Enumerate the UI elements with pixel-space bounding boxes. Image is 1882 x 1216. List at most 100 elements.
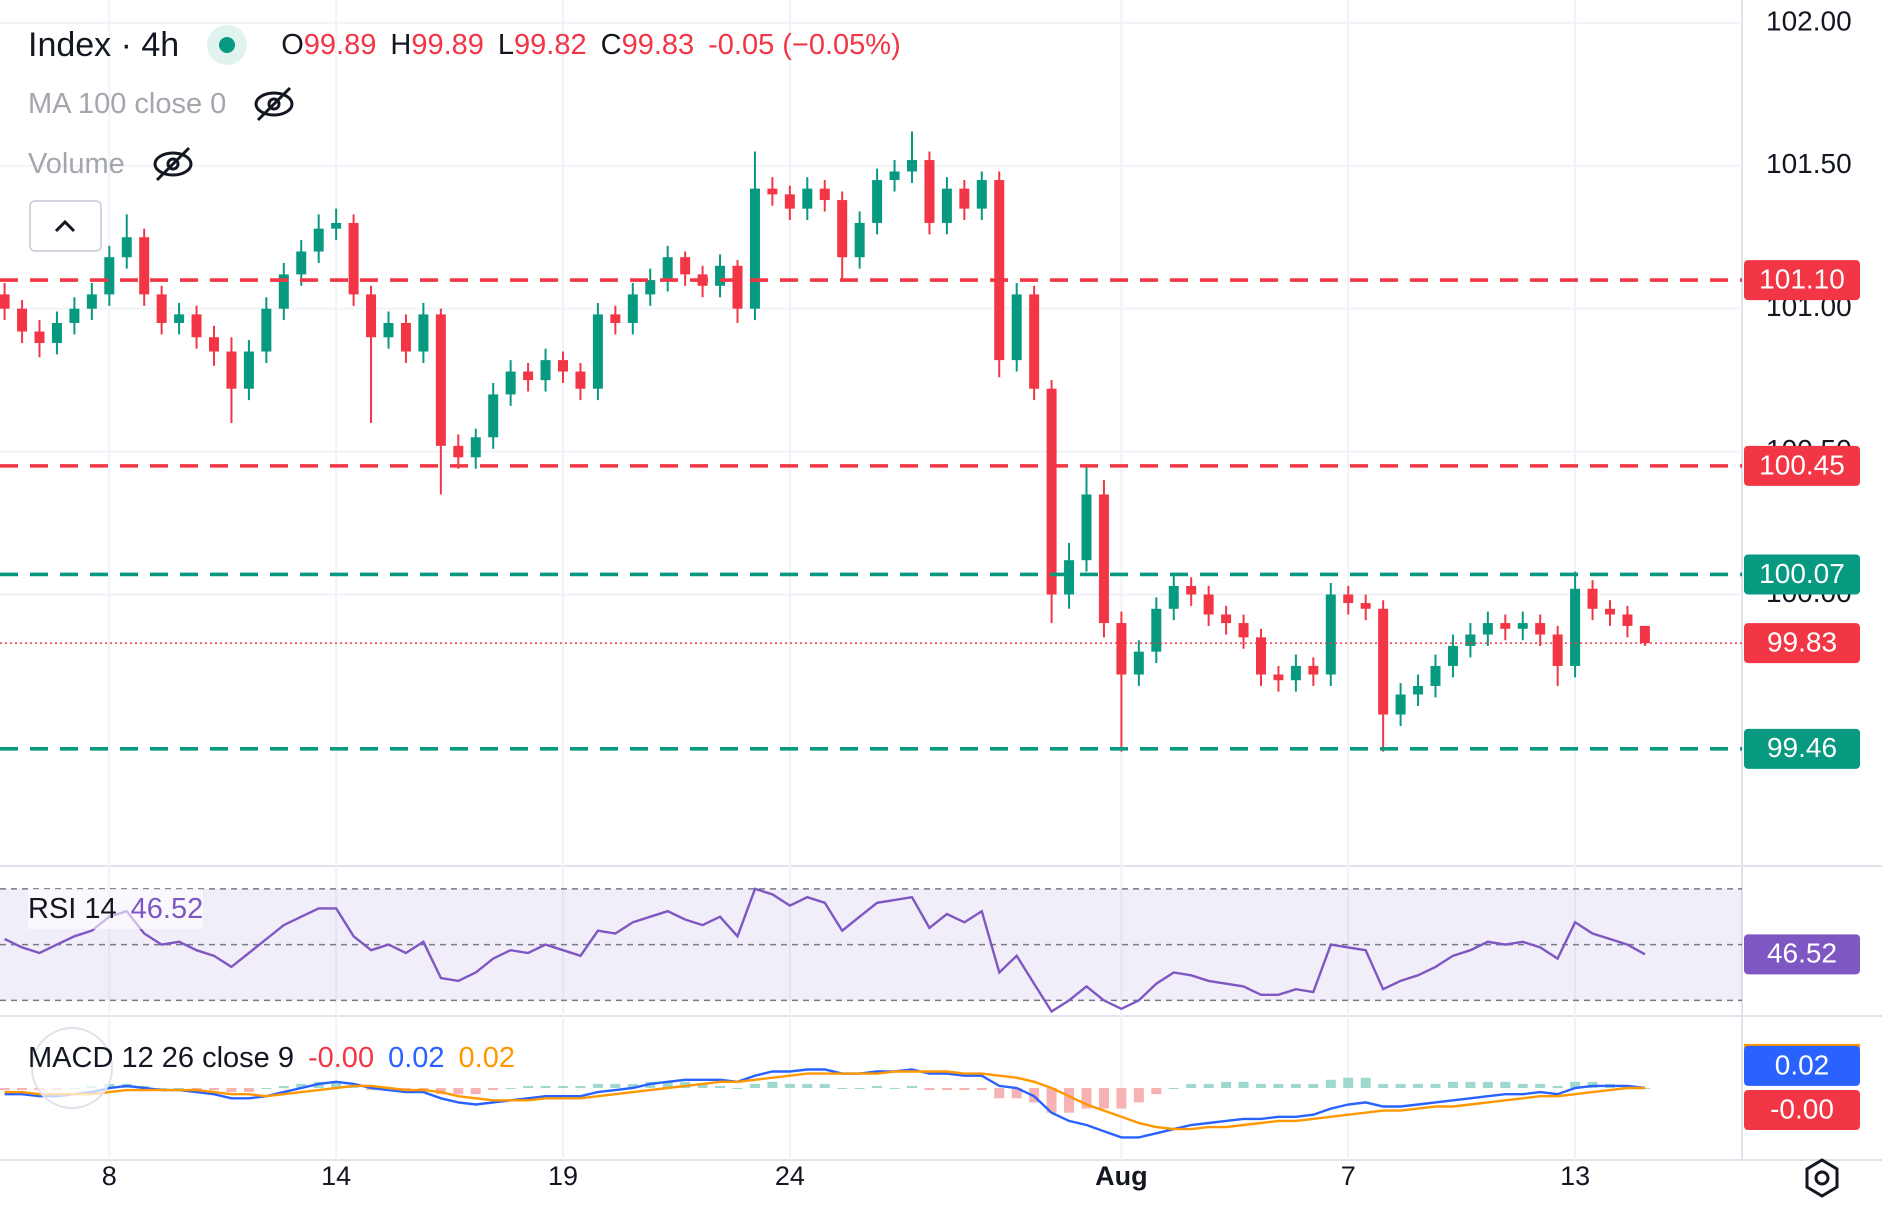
ohlc-key: L <box>497 28 515 61</box>
candle-body <box>1133 651 1144 675</box>
macd-hist-bar <box>1081 1088 1092 1109</box>
rsi-line <box>4 887 1646 1014</box>
candle-body <box>104 257 115 295</box>
candle-body <box>1343 594 1354 604</box>
candle-body <box>1500 623 1511 629</box>
candle-body <box>278 274 289 309</box>
candle-body <box>313 228 324 252</box>
level-badge: 100.45 <box>1744 445 1860 486</box>
macd-hist-bar <box>1011 1088 1022 1099</box>
hidden-icon[interactable] <box>149 144 199 184</box>
candle-body <box>17 308 28 332</box>
macd-badge-text: 0.02 <box>1775 1049 1830 1080</box>
candle-body <box>784 194 795 209</box>
last-price-badge: 99.83 <box>1744 623 1860 664</box>
macd-hist-bar <box>1552 1085 1563 1088</box>
candle-body <box>1587 588 1598 609</box>
rsi-value: 46.52 <box>130 892 204 925</box>
macd-hist-bar <box>1273 1083 1284 1088</box>
signal-line <box>4 1070 1645 1131</box>
level-badge-text: 99.46 <box>1767 732 1837 763</box>
y-tick-label: 102.00 <box>1766 5 1852 36</box>
macd-hist-bar <box>627 1083 638 1088</box>
candle-body <box>1447 645 1458 666</box>
level-badge-bg <box>1744 554 1860 595</box>
macd-hist-bar <box>1238 1081 1249 1088</box>
ohlc-legend: O99.89 H99.89 L99.82 C99.83 -0.05 (−0.05%) <box>281 29 901 62</box>
collapse-button[interactable] <box>29 200 102 252</box>
ohlc-value: 99.89 <box>411 28 484 61</box>
candle-body <box>1378 608 1389 715</box>
macd-hist-bar <box>1168 1088 1179 1089</box>
macd-hist-bar <box>854 1088 865 1089</box>
candle-body <box>1029 294 1040 389</box>
header: Index · 4h O99.89 H99.89 L99.82 C99.83 -0.05… <box>28 22 901 68</box>
macd-hist-bar <box>278 1085 289 1088</box>
ohlc-key: C <box>600 28 622 61</box>
macd-hist-bar <box>662 1081 673 1088</box>
candle-body <box>488 394 499 438</box>
macd-hist-bar <box>1482 1081 1493 1088</box>
hidden-icon[interactable] <box>250 84 300 124</box>
ohlc-key: H <box>390 28 412 61</box>
candle-body <box>1535 623 1546 635</box>
candle-body <box>400 322 411 352</box>
candle-body <box>819 188 830 201</box>
macd-hist-bar <box>505 1088 516 1089</box>
indicator-name: MA 100 close 0 <box>28 87 227 120</box>
candle-body <box>383 322 394 338</box>
candle-body <box>1325 594 1336 675</box>
rsi-name: RSI 14 <box>28 892 117 925</box>
macd-hist-bar <box>523 1085 534 1088</box>
macd-hist-bar <box>331 1081 342 1088</box>
candle-body <box>34 331 45 343</box>
candle-body <box>1570 588 1581 666</box>
macd-hist-bar <box>1447 1081 1458 1088</box>
macd-hist-bar <box>1098 1088 1109 1109</box>
candle-body <box>802 188 813 209</box>
level-badge-bg <box>1744 260 1860 301</box>
rsi-badge-bg <box>1744 934 1860 975</box>
x-tick-label: 7 <box>1341 1161 1356 1191</box>
macd-hist-bar <box>1064 1088 1075 1113</box>
status-dot <box>207 25 248 65</box>
x-tick-label: 8 <box>102 1161 117 1191</box>
signal-value: 0.02 <box>458 1041 515 1074</box>
macd-hist-bar <box>1133 1088 1144 1103</box>
y-tick-label: 101.50 <box>1766 148 1852 179</box>
candle-body <box>156 294 167 323</box>
macd-hist-bar <box>1203 1083 1214 1088</box>
macd-hist-bar <box>1535 1083 1546 1088</box>
candle-body <box>872 180 883 223</box>
hist-badge-text: -0.00 <box>1770 1093 1834 1124</box>
candle-body <box>1605 608 1615 615</box>
macd-hist-bar <box>104 1083 115 1088</box>
settings-icon[interactable] <box>1792 1148 1852 1208</box>
candle-body <box>1168 585 1179 609</box>
macd-hist-bar <box>767 1081 778 1088</box>
macd-hist-bar <box>924 1088 935 1091</box>
macd-hist-bar <box>1046 1088 1057 1113</box>
x-tick-label: Aug <box>1095 1161 1147 1191</box>
macd-hist-bar <box>453 1088 464 1095</box>
candle-body <box>1116 623 1127 675</box>
candle-body <box>1290 665 1301 681</box>
candle-body <box>645 280 656 295</box>
candle-body <box>1221 614 1232 624</box>
candle-body <box>662 257 673 281</box>
ohlc-value: 99.82 <box>514 28 587 61</box>
candle-body <box>889 171 900 181</box>
candle-body <box>453 445 464 458</box>
macd-hist-bar <box>1570 1081 1581 1088</box>
indicator-row: MA 100 close 0 <box>28 84 300 124</box>
level-badge-text: 100.45 <box>1759 449 1845 480</box>
macd-hist-bar <box>889 1088 900 1089</box>
candle-body <box>976 180 987 209</box>
candle-body <box>1517 623 1528 629</box>
candle-body <box>470 437 481 458</box>
macd-hist-bar <box>1221 1081 1232 1088</box>
level-badge: 100.07 <box>1744 554 1860 595</box>
candle-body <box>1273 674 1284 681</box>
macd-hist-bar <box>1343 1077 1354 1088</box>
